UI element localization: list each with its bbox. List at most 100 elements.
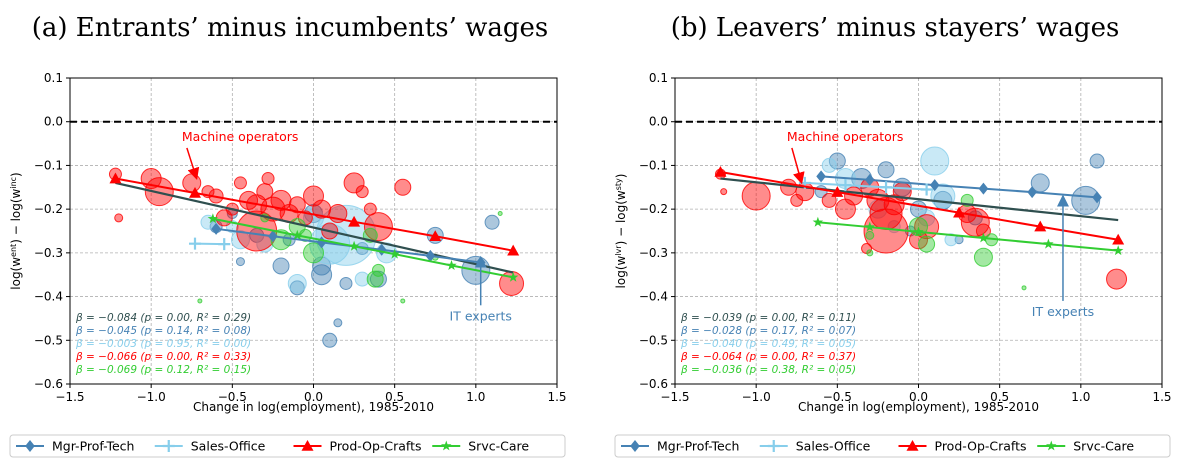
- x-axis-label: Change in log(employment), 1985-2010: [798, 400, 1039, 414]
- fit-statistic: β = −0.064 (p = 0.00, R² = 0.37): [680, 351, 856, 363]
- bubble: [485, 215, 499, 229]
- fit-statistic: β = −0.045 (p = 0.14, R² = 0.08): [75, 325, 251, 337]
- bubble: [498, 212, 502, 216]
- fit-statistic: β = −0.066 (p = 0.00, R² = 0.33): [75, 351, 251, 363]
- bubble: [340, 277, 352, 289]
- y-axis-label-part: inc: [9, 177, 18, 189]
- y-tick-label: −0.5: [639, 333, 668, 347]
- y-axis-label: log(went) − log(winc): [9, 172, 24, 289]
- bubble: [867, 250, 873, 256]
- x-tick-label: −1.0: [137, 390, 166, 404]
- y-tick-label: 0.0: [649, 115, 668, 129]
- bubble: [364, 203, 376, 215]
- bubble: [974, 248, 992, 266]
- y-axis-label-part: ) − log(w: [9, 188, 23, 243]
- y-tick-label: −0.2: [34, 202, 63, 216]
- chart-title: (b) Leavers’ minus stayers’ wages: [671, 13, 1120, 43]
- bubble: [312, 265, 332, 285]
- bubble: [878, 162, 894, 178]
- marker-star: [1113, 245, 1124, 255]
- bubble: [323, 333, 337, 347]
- legend-label: Prod-Op-Crafts: [330, 439, 422, 454]
- annotation-text: IT experts: [1032, 304, 1094, 319]
- bubble: [1090, 154, 1104, 168]
- y-axis-label-part: ): [614, 174, 628, 179]
- fit-statistic: β = −0.084 (p = 0.00, R² = 0.29): [75, 312, 251, 324]
- x-tick-label: −1.5: [660, 390, 689, 404]
- y-tick-label: −0.4: [639, 290, 668, 304]
- bubble: [334, 319, 342, 327]
- bubble: [273, 258, 289, 274]
- bubble: [1107, 269, 1127, 289]
- bubble: [115, 214, 123, 222]
- x-tick-label: 1.0: [466, 390, 485, 404]
- marker-diamond: [816, 170, 826, 182]
- y-axis-label-part: ): [9, 172, 23, 177]
- bubble: [791, 194, 803, 206]
- x-axis-label: Change in log(employment), 1985-2010: [193, 400, 434, 414]
- y-tick-label: −0.6: [639, 377, 668, 391]
- bubble: [961, 208, 989, 236]
- y-tick-label: −0.1: [34, 158, 63, 172]
- marker-plus: [218, 238, 230, 250]
- x-tick-label: 1.0: [1071, 390, 1090, 404]
- bubble: [236, 258, 244, 266]
- fit-statistic: β = −0.003 (p = 0.95, R² = 0.00): [75, 338, 251, 350]
- y-tick-label: −0.3: [639, 246, 668, 260]
- y-axis-label-part: ent: [9, 244, 18, 257]
- y-tick-label: 0.1: [44, 71, 63, 85]
- y-tick-label: −0.5: [34, 333, 63, 347]
- bubble: [198, 299, 202, 303]
- annotation-text: Machine operators: [182, 129, 299, 144]
- y-axis-label-part: log(w: [614, 255, 628, 288]
- bubble: [721, 189, 727, 195]
- x-tick-label: −1.0: [742, 390, 771, 404]
- bubble: [395, 179, 411, 195]
- chart-title: (a) Entrants’ minus incumbents’ wages: [32, 13, 549, 43]
- bubble: [234, 177, 246, 189]
- annotation-text: Machine operators: [787, 129, 904, 144]
- x-tick-label: −1.5: [55, 390, 84, 404]
- bubble: [866, 231, 874, 239]
- bubble: [919, 236, 935, 252]
- bubble: [356, 186, 368, 198]
- bubble: [921, 147, 949, 175]
- fit-statistic: β = −0.028 (p = 0.17, R² = 0.07): [680, 325, 856, 337]
- fit-statistic: β = −0.036 (p = 0.38, R² = 0.05): [680, 364, 856, 376]
- bubble: [288, 274, 306, 292]
- legend-label: Sales-Office: [796, 439, 871, 454]
- marker-star: [446, 260, 456, 270]
- y-tick-label: −0.2: [639, 202, 668, 216]
- y-tick-label: −0.1: [639, 158, 668, 172]
- y-tick-label: −0.4: [34, 290, 63, 304]
- y-axis-label-part: ) − log(w: [614, 190, 628, 245]
- bubble: [372, 264, 384, 276]
- x-tick-label: 1.5: [1152, 390, 1171, 404]
- y-tick-label: 0.1: [649, 71, 668, 85]
- bubble: [742, 182, 770, 210]
- legend-label: Prod-Op-Crafts: [935, 439, 1027, 454]
- legend-label: Mgr-Prof-Tech: [657, 439, 739, 454]
- legend-label: Sales-Office: [191, 439, 266, 454]
- legend-label: Mgr-Prof-Tech: [52, 439, 134, 454]
- bubble: [822, 158, 836, 172]
- x-tick-label: 1.5: [547, 390, 566, 404]
- legend-label: Srvc-Care: [468, 439, 529, 454]
- y-tick-label: −0.3: [34, 246, 63, 260]
- bubble: [1022, 286, 1026, 290]
- y-axis-label: log(wlvr) − log(wsty): [614, 174, 629, 289]
- fit-statistic: β = −0.069 (p = 0.12, R² = 0.15): [75, 364, 251, 376]
- marker-plus: [189, 238, 201, 250]
- bubble: [262, 173, 274, 185]
- annotation-text: IT experts: [450, 308, 512, 323]
- y-axis-label-part: log(w: [9, 257, 23, 290]
- fit-statistic: β = −0.039 (p = 0.00, R² = 0.11): [680, 312, 856, 324]
- marker-diamond: [979, 183, 989, 195]
- fit-statistic: β = −0.040 (p = 0.49, R² = 0.05): [680, 338, 856, 350]
- y-tick-label: 0.0: [44, 115, 63, 129]
- y-tick-label: −0.6: [34, 377, 63, 391]
- bubble: [401, 299, 405, 303]
- y-axis-label-part: sty: [614, 178, 623, 190]
- bubble: [183, 174, 201, 192]
